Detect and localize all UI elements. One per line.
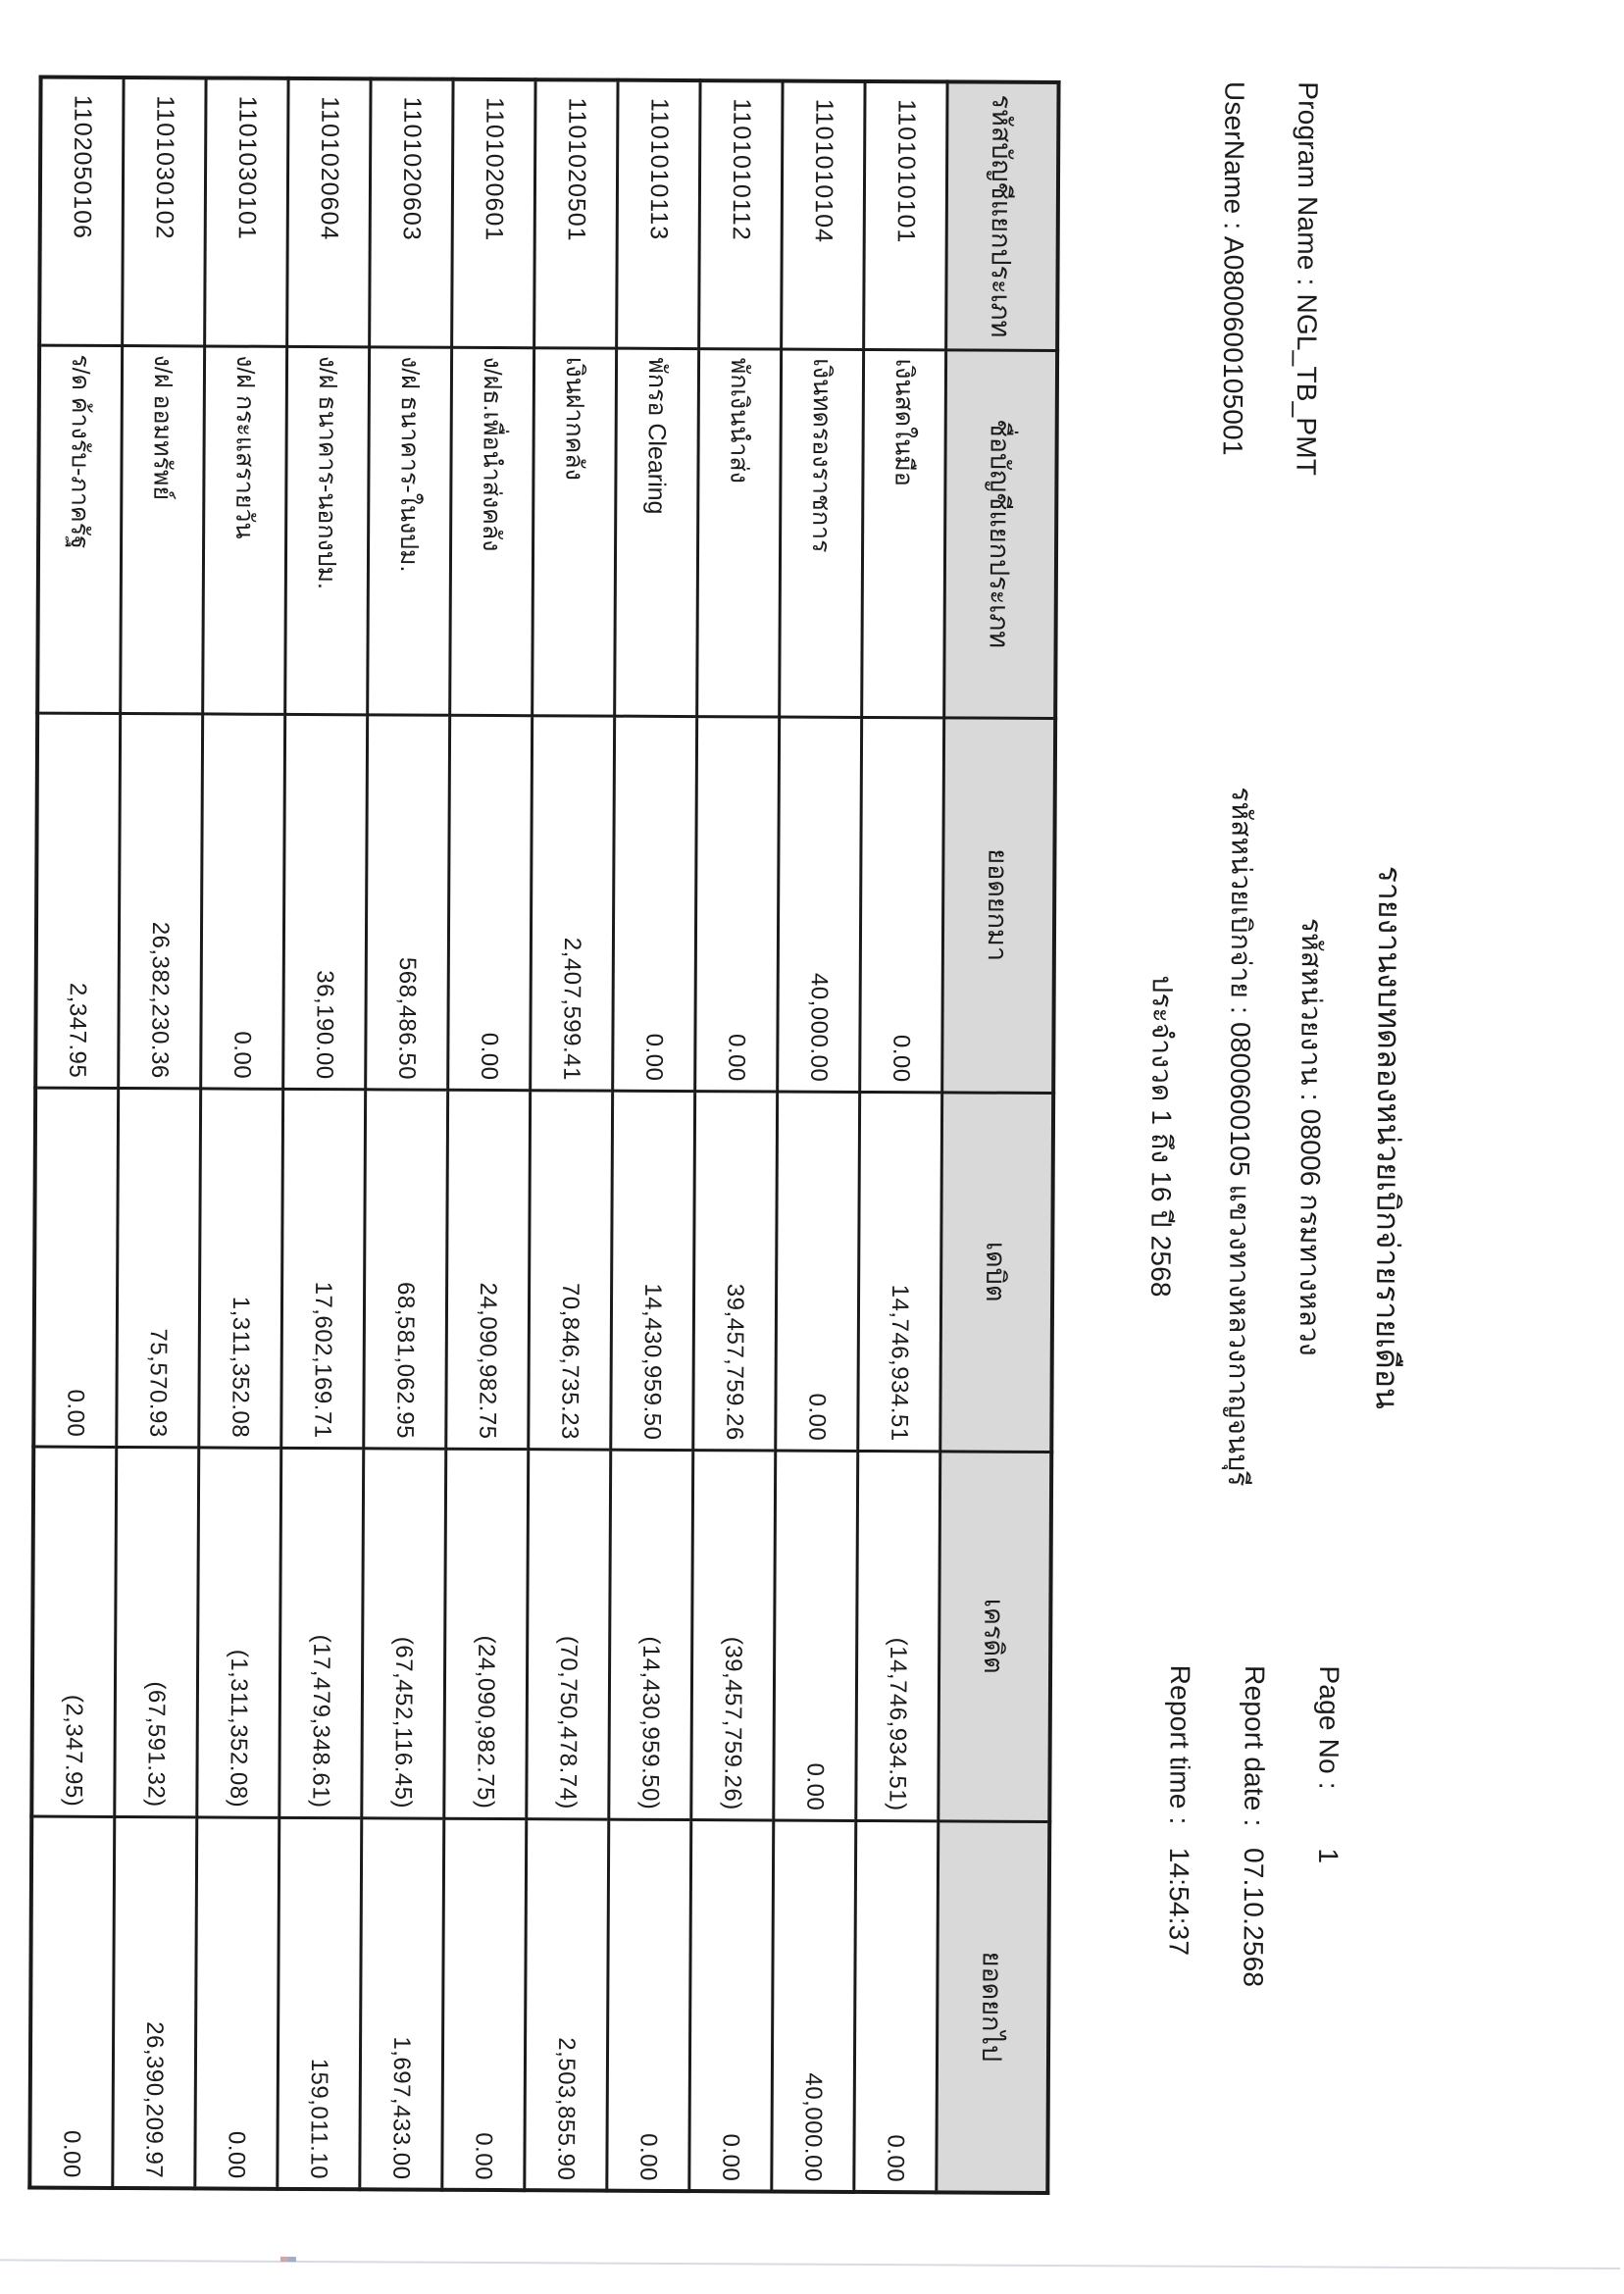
cell-credit: (17,479,348.61): [279, 1447, 364, 1818]
cell-closing-balance: 0.00: [606, 1818, 691, 2192]
cell-debit: 17,602,169.71: [280, 1088, 366, 1449]
account-row: 1101010104 เงินทดรองราชการ 40,000.00 0.0…: [771, 80, 866, 2192]
cell-account-name: ง/ฝธ.เพื่อนำส่งคลัง: [449, 346, 534, 716]
header-closing-balance: ยอดยกไป: [936, 1820, 1050, 2193]
cell-account-code: 1101030102: [122, 77, 207, 346]
page-no-value: 1: [1313, 1848, 1345, 1864]
cell-account-code: 1101010112: [698, 80, 784, 349]
cell-closing-balance: 159,011.10: [277, 1816, 362, 2190]
cell-credit: 0.00: [773, 1450, 858, 1820]
cell-account-code: 1101010113: [616, 79, 701, 349]
report-time-line: Report time : 14:54:37: [1163, 1665, 1196, 1957]
report-date-value: 07.10.2568: [1238, 1847, 1270, 1988]
cell-debit: 14,746,934.51: [857, 1091, 942, 1452]
account-row: 1101030102 ง/ฝ ออมทรัพย์ 26,382,230.36 7…: [112, 77, 207, 2189]
cell-opening-balance: 26,382,230.36: [118, 713, 203, 1089]
report-time-label: Report time :: [1164, 1664, 1196, 1825]
cell-debit: 39,457,759.26: [692, 1091, 778, 1451]
cell-debit: 70,846,735.23: [528, 1090, 613, 1450]
scan-color-speck: [279, 2256, 296, 2262]
cell-account-name: ง/ฝ ธนาคาร-ในงปม.: [367, 346, 452, 715]
header-credit: เครดิต: [938, 1451, 1052, 1821]
cell-account-code: 1101030101: [204, 77, 289, 346]
cell-account-code: 1101010104: [781, 80, 866, 349]
cell-debit: 75,570.93: [116, 1087, 201, 1448]
report-date-label: Report date :: [1239, 1664, 1271, 1827]
account-row: 1101010113 พักรอ Clearing 0.00 14,430,95…: [606, 79, 701, 2192]
cell-credit: (39,457,759.26): [690, 1450, 776, 1820]
report-date-line: Report date : 07.10.2568: [1237, 1665, 1270, 1987]
cell-closing-balance: 40,000.00: [771, 1819, 856, 2192]
cell-credit: (67,591.32): [114, 1446, 199, 1817]
cell-closing-balance: 0.00: [853, 1819, 939, 2193]
cell-opening-balance: 0.00: [200, 713, 285, 1089]
cell-opening-balance: 0.00: [612, 715, 697, 1092]
cell-credit: (67,452,116.45): [361, 1448, 446, 1818]
cell-account-name: ง/ฝ ธนาคาร-นอกงปม.: [284, 345, 370, 715]
account-row: 1101020603 ง/ฝ ธนาคาร-ในงปม. 568,486.50 …: [359, 78, 454, 2190]
cell-debit: 24,090,982.75: [445, 1089, 531, 1450]
page-no-line: Page No : 1: [1312, 1665, 1345, 1863]
cell-closing-balance: 1,697,433.00: [359, 1817, 444, 2190]
cell-credit: (14,746,934.51): [855, 1450, 940, 1821]
account-row: 1101010112 พักเงินนำส่ง 0.00 39,457,759.…: [688, 80, 784, 2192]
cell-account-code: 1101020601: [451, 78, 536, 348]
cell-opening-balance: 0.00: [447, 714, 533, 1091]
header-account-name: ชื่อบัญชีแยกประเภท: [943, 349, 1058, 718]
header-debit: เดบิต: [939, 1092, 1054, 1452]
cell-debit: 14,430,959.50: [610, 1090, 695, 1451]
cell-closing-balance: 26,390,209.97: [112, 1815, 197, 2189]
table-header-row: รหัสบัญชีแยกประเภท ชื่อบัญชีแยกประเภท ยอ…: [936, 81, 1059, 2193]
header-opening-balance: ยอดยกมา: [941, 717, 1056, 1093]
cell-account-code: 1101020604: [286, 77, 372, 347]
cell-credit: (1,311,352.08): [196, 1447, 281, 1817]
cell-credit: (14,430,959.50): [608, 1449, 693, 1820]
cell-account-name: ง/ฝ กระแสรายวัน: [202, 345, 287, 714]
account-row: 1101010101 เงินสดในมือ 0.00 14,746,934.5…: [853, 80, 948, 2193]
cell-opening-balance: 2,407,599.41: [530, 715, 615, 1091]
cell-account-code: 1101020603: [369, 78, 454, 347]
cell-closing-balance: 0.00: [29, 1815, 115, 2188]
account-row: 1102050106 ร/ด ค้างรับ-ภาครัฐ 2,347.95 0…: [29, 76, 125, 2188]
account-row: 1101020604 ง/ฝ ธนาคาร-นอกงปม. 36,190.00 …: [277, 77, 372, 2190]
cell-credit: (2,347.95): [31, 1446, 117, 1816]
cell-closing-balance: 2,503,855.90: [524, 1818, 609, 2191]
report-title: รายงานงบทดลองหน่วยเบิกจ่ายรายเดือน: [1369, 865, 1408, 1409]
cell-debit: 68,581,062.95: [363, 1089, 448, 1449]
cell-account-name: พักเงินนำส่ง: [696, 348, 782, 717]
scan-edge-line: [0, 2259, 1620, 2270]
cell-debit: 1,311,352.08: [198, 1088, 283, 1448]
cell-opening-balance: 2,347.95: [35, 712, 121, 1088]
cell-account-code: 1102050106: [39, 76, 125, 346]
cell-opening-balance: 0.00: [859, 716, 944, 1093]
cell-opening-balance: 36,190.00: [282, 713, 368, 1090]
cell-opening-balance: 0.00: [694, 716, 780, 1092]
cell-account-name: เงินทดรองราชการ: [779, 348, 864, 717]
header-account-code: รหัสบัญชีแยกประเภท: [945, 81, 1059, 351]
cell-credit: (24,090,982.75): [443, 1448, 529, 1819]
cell-account-name: เงินฝากคลัง: [532, 347, 617, 716]
cell-opening-balance: 40,000.00: [777, 716, 862, 1092]
cell-debit: 0.00: [775, 1091, 860, 1451]
cell-closing-balance: 0.00: [194, 1816, 279, 2189]
account-row: 1101030101 ง/ฝ กระแสรายวัน 0.00 1,311,35…: [194, 77, 289, 2189]
report-time-value: 14:54:37: [1163, 1847, 1195, 1957]
account-row: 1101020601 ง/ฝธ.เพื่อนำส่งคลัง 0.00 24,0…: [441, 78, 536, 2191]
cell-account-name: ร/ด ค้างรับ-ภาครัฐ: [37, 344, 123, 714]
cell-closing-balance: 0.00: [441, 1817, 527, 2191]
cell-account-name: พักรอ Clearing: [614, 347, 699, 717]
trial-balance-table: รหัสบัญชีแยกประเภท ชื่อบัญชีแยกประเภท ยอ…: [27, 75, 1061, 2195]
cell-closing-balance: 0.00: [688, 1819, 774, 2192]
cell-account-name: ง/ฝ ออมทรัพย์: [120, 345, 205, 714]
cell-account-name: เงินสดในมือ: [861, 348, 946, 718]
cell-debit: 0.00: [33, 1087, 119, 1447]
cell-account-code: 1101020501: [533, 79, 619, 348]
page-no-label: Page No :: [1313, 1665, 1345, 1790]
cell-account-code: 1101010101: [863, 80, 948, 350]
account-row: 1101020501 เงินฝากคลัง 2,407,599.41 70,8…: [524, 79, 619, 2191]
cell-opening-balance: 568,486.50: [365, 714, 450, 1090]
cell-credit: (70,750,478.74): [526, 1449, 611, 1819]
